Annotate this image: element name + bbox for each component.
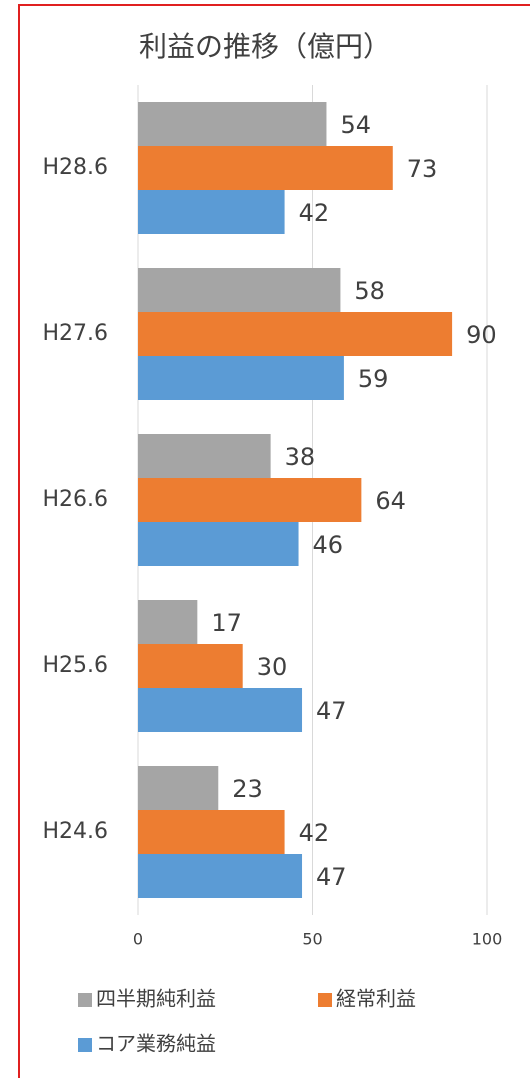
bar — [138, 434, 271, 478]
bar — [138, 810, 285, 854]
data-label: 30 — [257, 653, 288, 681]
legend-swatch — [78, 1038, 92, 1052]
bar — [138, 190, 285, 234]
data-label: 73 — [407, 155, 438, 183]
data-label: 54 — [340, 111, 371, 139]
legend-swatch — [318, 993, 332, 1007]
y-tick-label: H24.6 — [42, 819, 108, 844]
y-tick-label: H25.6 — [42, 653, 108, 678]
data-label: 17 — [211, 609, 242, 637]
bar — [138, 356, 344, 400]
legend-label: 四半期純利益 — [96, 987, 216, 1011]
chart-title: 利益の推移（億円） — [139, 30, 391, 63]
data-label: 47 — [316, 697, 347, 725]
data-label: 59 — [358, 365, 389, 393]
data-label: 47 — [316, 863, 347, 891]
bar — [138, 312, 453, 356]
y-tick-label: H26.6 — [42, 487, 108, 512]
y-tick-label: H28.6 — [42, 155, 108, 180]
x-tick-label: 100 — [472, 930, 503, 949]
data-label: 23 — [232, 775, 263, 803]
data-label: 42 — [299, 199, 330, 227]
data-label: 58 — [354, 277, 385, 305]
legend-label: コア業務純益 — [96, 1032, 216, 1056]
data-label: 46 — [313, 531, 344, 559]
data-label: 64 — [375, 487, 406, 515]
bar — [138, 102, 327, 146]
bar — [138, 854, 303, 898]
y-tick-label: H27.6 — [42, 321, 108, 346]
bar — [138, 688, 303, 732]
data-label: 42 — [299, 819, 330, 847]
bar — [138, 478, 362, 522]
bar — [138, 146, 393, 190]
x-tick-label: 50 — [302, 930, 322, 949]
bar — [138, 766, 219, 810]
legend-swatch — [78, 993, 92, 1007]
data-label: 38 — [285, 443, 316, 471]
bar — [138, 522, 299, 566]
x-tick-label: 0 — [133, 930, 143, 949]
bar — [138, 644, 243, 688]
legend-label: 経常利益 — [336, 987, 416, 1011]
data-label: 90 — [466, 321, 497, 349]
bar — [138, 268, 341, 312]
bar — [138, 600, 198, 644]
